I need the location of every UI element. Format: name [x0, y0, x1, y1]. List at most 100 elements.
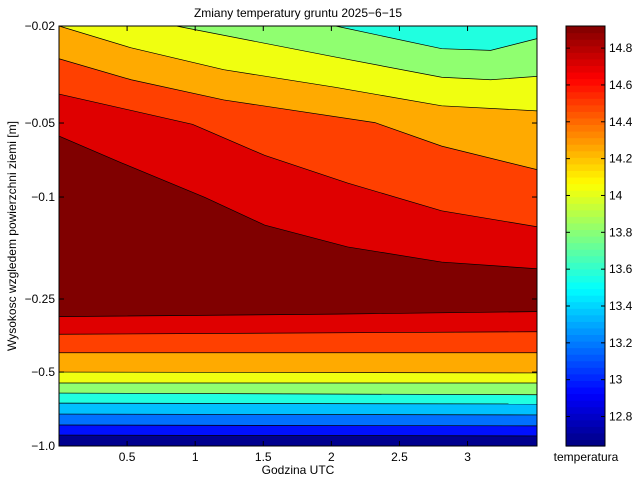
colorbar-swatch — [566, 386, 605, 395]
colorbar-swatch — [566, 183, 605, 191]
colorbar-tick-label: 14 — [609, 188, 623, 202]
colorbar-swatch — [566, 104, 605, 112]
y-tick-label: −0.02 — [25, 19, 56, 33]
colorbar-swatch — [566, 419, 605, 427]
colorbar-swatch — [566, 209, 605, 217]
colorbar-swatch — [566, 255, 605, 263]
colorbar-swatch — [566, 354, 605, 362]
colorbar-swatch — [566, 45, 605, 53]
colorbar-swatch — [566, 196, 605, 204]
x-tick-label: 3 — [464, 450, 471, 464]
contour-line-13.6 — [58, 392, 538, 396]
contour-line-13 — [58, 424, 538, 427]
contour-line-13.6 — [335, 25, 538, 51]
x-tick-label: 2.5 — [391, 450, 408, 464]
colorbar-swatch — [566, 144, 605, 152]
colorbar-swatch — [566, 321, 605, 329]
contour-line-13.4 — [58, 402, 538, 405]
colorbar-swatch — [566, 216, 605, 224]
colorbar-swatch — [566, 327, 605, 336]
colorbar-tick-label: 14.2 — [609, 152, 633, 166]
contour-line-14.6 — [58, 311, 538, 317]
contour-line-13.2 — [58, 413, 538, 416]
colorbar-swatch — [566, 393, 605, 401]
colorbar-swatch — [566, 65, 605, 73]
colorbar-swatch — [566, 150, 605, 158]
colorbar-tick-label: 13.6 — [609, 262, 633, 276]
colorbar-swatch — [566, 432, 605, 441]
contour-line-14.4 — [58, 331, 538, 335]
colorbar-swatch — [566, 295, 605, 303]
y-tick-label: −0.05 — [25, 116, 56, 130]
colorbar-swatch — [566, 308, 605, 316]
colorbar-swatch — [566, 163, 605, 171]
colorbar-label: temperatura — [554, 450, 619, 464]
colorbar-swatch — [566, 203, 605, 211]
colorbar-swatch — [566, 229, 605, 237]
y-axis-label: Wysokosc wzgledem powierzchni ziemi [m] — [5, 121, 19, 351]
colorbar-swatch — [566, 341, 605, 349]
colorbar-swatch — [566, 124, 605, 132]
colorbar-swatch — [566, 39, 605, 47]
contour-line-12.8 — [58, 434, 538, 437]
colorbar-swatch — [566, 314, 605, 322]
colorbar-frame — [565, 25, 606, 447]
colorbar-swatch — [566, 426, 605, 434]
x-tick-label: 1.5 — [255, 450, 272, 464]
colorbar-tick-label: 14.6 — [609, 78, 633, 92]
colorbar-swatch — [566, 275, 605, 283]
colorbar-swatch — [566, 111, 605, 119]
y-tick-label: −0.5 — [31, 365, 55, 379]
colorbar-swatch — [566, 380, 605, 388]
contour-line-14 — [58, 25, 538, 112]
colorbar-swatch — [566, 117, 605, 126]
y-tick-label: −1.0 — [31, 439, 55, 453]
colorbar: 12.8 13 13.2 13.4 13.6 13.8 14 14.2 14.4 14.6 14.8 — [565, 25, 633, 447]
colorbar-swatch — [566, 26, 605, 34]
colorbar-swatch — [566, 32, 605, 40]
colorbar-swatch — [566, 347, 605, 355]
chart-title: Zmiany temperatury gruntu 2025−6−15 — [194, 6, 402, 20]
y-tick-label: −0.25 — [25, 292, 56, 306]
x-axis-label: Godzina UTC — [262, 463, 335, 477]
plot-area — [58, 25, 538, 446]
colorbar-swatch — [566, 137, 605, 145]
colorbar-swatch — [566, 406, 605, 414]
colorbar-swatch — [566, 360, 605, 368]
contour-line-13.8 — [176, 25, 538, 81]
axes: 0.5 1 1.5 2 2.5 3 −0.02 −0.05 −0.1 −0.25 −0.5 −1.0 — [25, 19, 538, 464]
colorbar-swatch — [566, 71, 605, 80]
colorbar-swatch — [566, 334, 605, 342]
colorbar-tick-label: 13.2 — [609, 336, 633, 350]
colorbar-swatch — [566, 262, 605, 270]
colorbar-tick-label: 13.8 — [609, 225, 633, 239]
contour-band-15 — [335, 26, 537, 51]
colorbar-swatch — [566, 236, 605, 244]
colorbar-swatch — [566, 98, 605, 106]
colorbar-tick-label: 12.8 — [609, 410, 633, 424]
colorbar-swatch — [566, 281, 605, 290]
colorbar-swatch — [566, 131, 605, 139]
colorbar-swatch — [566, 413, 605, 421]
colorbar-swatch — [566, 85, 605, 93]
colorbar-swatch — [566, 373, 605, 381]
colorbar-tick-label: 14.4 — [609, 115, 633, 129]
colorbar-swatch — [566, 222, 605, 231]
colorbar-swatch — [566, 400, 605, 408]
colorbar-swatch — [566, 268, 605, 276]
colorbar-swatch — [566, 288, 605, 296]
colorbar-swatch — [566, 170, 605, 178]
x-tick-label: 1 — [192, 450, 199, 464]
colorbar-swatch — [566, 58, 605, 66]
colorbar-swatch — [566, 176, 605, 185]
colorbar-tick-label: 13.4 — [609, 299, 633, 313]
x-tick-label: 2 — [328, 450, 335, 464]
colorbar-swatch — [566, 367, 605, 375]
colorbar-swatch — [566, 439, 605, 447]
colorbar-swatch — [566, 190, 605, 198]
contour-line-14.2 — [58, 58, 538, 170]
colorbar-swatch — [566, 301, 605, 309]
colorbar-tick-label: 13 — [609, 373, 623, 387]
